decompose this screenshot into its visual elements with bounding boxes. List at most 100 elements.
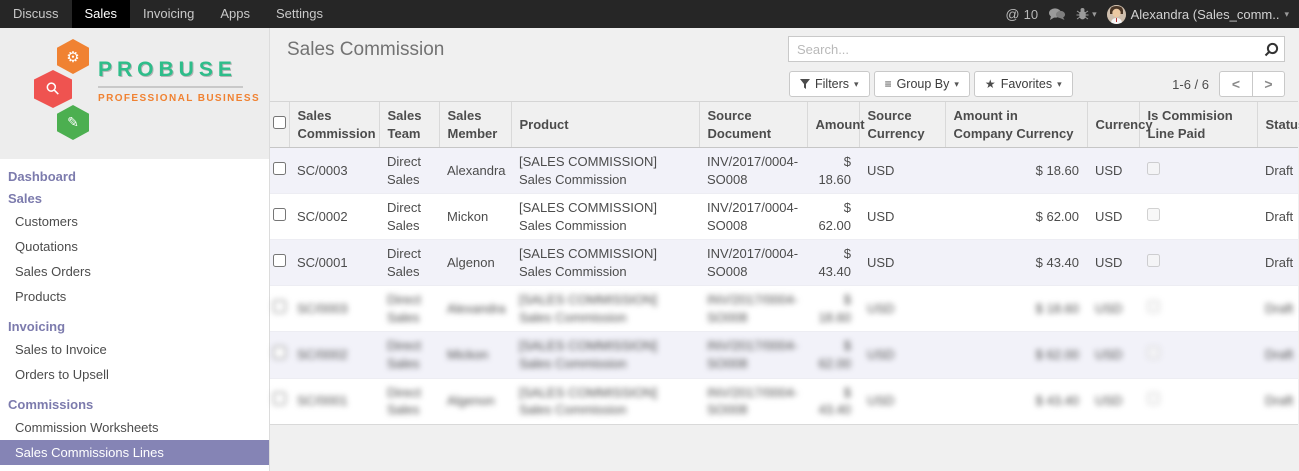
user-menu[interactable]: Alexandra (Sales_comm.. ▾	[1106, 4, 1289, 24]
col-amount-company-currency[interactable]: Amount in Company Currency	[944, 100, 1087, 149]
cell-sales-member: Algenon	[447, 255, 495, 271]
cell-amount: $ 62.00	[818, 200, 851, 233]
logo-gear-hexagon: ⚙	[57, 39, 89, 74]
table-row[interactable]: SC/0003 Direct Sales Alexandra [SALES CO…	[270, 286, 1298, 332]
filters-button[interactable]: Filters ▾	[789, 71, 870, 97]
chevron-down-icon: ▾	[954, 78, 959, 89]
col-sales-member[interactable]: Sales Member	[438, 100, 511, 149]
table-row[interactable]: SC/0001 Direct Sales Algenon [SALES COMM…	[270, 239, 1298, 286]
cell-amount: $ 18.60	[818, 154, 851, 187]
cell-sales-team: Direct Sales	[387, 338, 421, 372]
cell-product: [SALES COMMISSION] Sales Commission	[519, 246, 657, 279]
chevron-left-icon: <	[1231, 76, 1241, 92]
paid-checkbox	[1147, 254, 1160, 268]
cell-currency: USD	[1095, 255, 1123, 271]
cell-sales-team: Direct Sales	[387, 292, 421, 325]
top-menu-sales[interactable]: Sales	[71, 0, 131, 28]
col-sales-team[interactable]: Sales Team	[378, 100, 439, 149]
table-row[interactable]: SC/0002 Direct Sales Mickon [SALES COMMI…	[270, 331, 1298, 379]
col-source-document[interactable]: Source Document	[698, 100, 807, 149]
messages-button[interactable]	[1048, 7, 1066, 21]
chevron-down-icon: ▾	[1284, 8, 1289, 19]
sidebar-header-reports[interactable]: Reports	[0, 465, 269, 471]
select-all-checkbox[interactable]	[273, 115, 286, 129]
col-currency[interactable]: Currency	[1086, 100, 1153, 149]
top-navbar: Discuss Sales Invoicing Apps Settings @ …	[0, 0, 1299, 28]
sidebar-item-sales-orders[interactable]: Sales Orders	[15, 264, 91, 279]
col-status[interactable]: Status	[1256, 100, 1299, 149]
sidebar-header-sales[interactable]: Sales	[8, 191, 42, 206]
top-menu-apps[interactable]: Apps	[220, 6, 250, 21]
sidebar-item-products[interactable]: Products	[15, 289, 67, 304]
sidebar-item-sales-commissions-lines[interactable]: Sales Commissions Lines	[0, 440, 269, 465]
cell-sales-commission: SC/0002	[297, 347, 348, 363]
table-row[interactable]: SC/0003 Direct Sales Alexandra [SALES CO…	[270, 147, 1298, 194]
sidebar-item-quotations[interactable]: Quotations	[15, 239, 78, 254]
paid-checkbox	[1147, 300, 1160, 314]
brand-name: PROBUSE	[98, 58, 237, 81]
pager-range: 1-6 / 6	[1172, 76, 1209, 92]
col-amount[interactable]: Amount	[806, 100, 865, 149]
sidebar-item-commission-worksheets[interactable]: Commission Worksheets	[15, 420, 159, 435]
cell-sales-commission: SC/0003	[297, 162, 348, 178]
cell-amount-company: $ 62.00	[1035, 208, 1079, 224]
sidebar-header-dashboard[interactable]: Dashboard	[8, 169, 76, 184]
col-is-commision-line-paid[interactable]: Is Commision Line Paid	[1138, 100, 1257, 149]
favorites-button[interactable]: ★ Favorites ▾	[973, 71, 1073, 97]
cell-source-document: INV/2017/0004-SO008	[707, 246, 799, 279]
pager-previous-button[interactable]: <	[1219, 71, 1252, 97]
col-sales-commission[interactable]: Sales Commission	[288, 100, 379, 149]
main-content: Sales Commission Filters ▾	[270, 28, 1299, 471]
group-by-button[interactable]: ≡ Group By ▾	[873, 71, 970, 97]
cell-status: Draft	[1265, 301, 1294, 317]
cell-sales-team: Direct Sales	[387, 246, 421, 279]
cell-sales-member: Algenon	[447, 393, 495, 409]
col-product[interactable]: Product	[510, 100, 699, 149]
row-select-checkbox[interactable]	[273, 161, 286, 175]
company-logo: ⚙ ⚲ ✎ PROBUSE PROFESSIONAL BUSINESS	[0, 28, 269, 159]
row-select-checkbox[interactable]	[273, 346, 286, 360]
top-menu-discuss[interactable]: Discuss	[13, 6, 59, 21]
row-select-checkbox[interactable]	[273, 207, 286, 221]
cell-currency: USD	[1095, 301, 1123, 317]
cell-sales-member: Alexandra	[447, 301, 506, 317]
mentions-counter[interactable]: @ 10	[1005, 6, 1038, 22]
cell-sales-commission: SC/0001	[297, 255, 348, 271]
row-select-checkbox[interactable]	[273, 300, 286, 314]
cell-source-currency: USD	[867, 255, 895, 271]
funnel-icon	[800, 78, 810, 89]
search-input[interactable]	[789, 41, 1258, 57]
cell-sales-commission: SC/0003	[297, 301, 348, 317]
sidebar-item-orders-to-upsell[interactable]: Orders to Upsell	[15, 367, 109, 382]
chevron-down-icon: ▾	[1057, 78, 1062, 89]
cell-product: [SALES COMMISSION] Sales Commission	[519, 200, 657, 233]
chevron-down-icon: ▾	[1092, 8, 1097, 19]
cell-amount: $ 43.40	[818, 384, 851, 418]
paid-checkbox	[1147, 346, 1160, 360]
table-row[interactable]: SC/0002 Direct Sales Mickon [SALES COMMI…	[270, 194, 1298, 240]
table-row[interactable]: SC/0001 Direct Sales Algenon [SALES COMM…	[270, 378, 1298, 425]
search-icon[interactable]	[1258, 42, 1284, 57]
row-select-checkbox[interactable]	[273, 392, 286, 406]
commission-lines-table: Sales Commission Sales Team Sales Member…	[270, 100, 1299, 425]
sidebar-item-sales-to-invoice[interactable]: Sales to Invoice	[15, 342, 107, 357]
row-select-checkbox[interactable]	[273, 254, 286, 268]
cell-currency: USD	[1095, 393, 1123, 409]
cell-source-document: INV/2017/0004-SO008	[707, 292, 799, 325]
mention-at-icon: @	[1005, 6, 1020, 22]
debug-menu-button[interactable]: ▾	[1076, 7, 1097, 21]
cell-source-currency: USD	[867, 301, 895, 317]
top-menu-invoicing[interactable]: Invoicing	[143, 6, 195, 21]
sidebar-header-commissions[interactable]: Commissions	[8, 397, 94, 412]
sidebar-item-customers[interactable]: Customers	[15, 214, 78, 229]
chat-bubbles-icon	[1049, 8, 1066, 20]
cell-source-document: INV/2017/0004-SO008	[707, 200, 799, 233]
col-source-currency[interactable]: Source Currency	[858, 100, 945, 149]
paid-checkbox	[1147, 161, 1160, 175]
pager-next-button[interactable]: >	[1252, 71, 1285, 97]
user-name: Alexandra (Sales_comm..	[1130, 6, 1280, 22]
sidebar-header-invoicing[interactable]: Invoicing	[8, 319, 66, 334]
cell-status: Draft	[1265, 162, 1294, 178]
top-menu-settings[interactable]: Settings	[276, 6, 323, 21]
cell-amount: $ 43.40	[818, 246, 851, 279]
